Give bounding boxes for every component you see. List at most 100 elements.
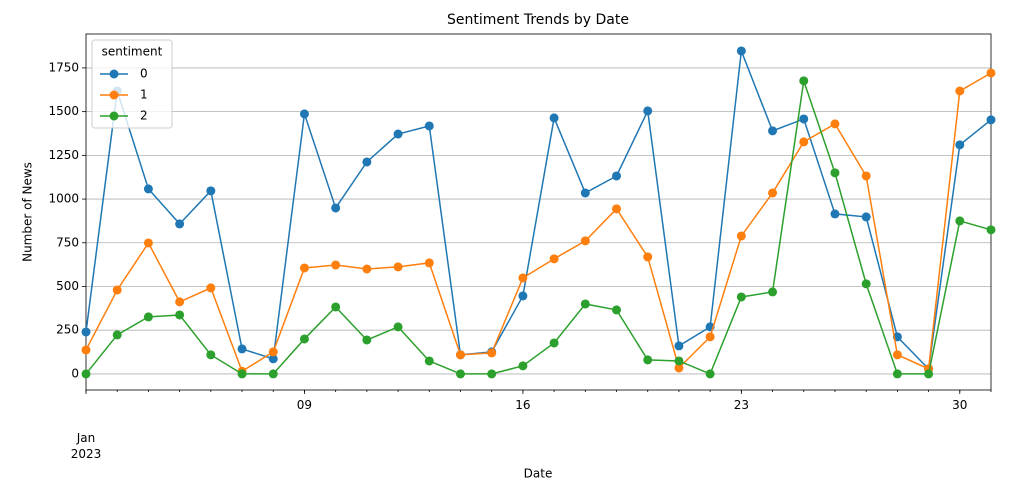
- data-point: [799, 114, 809, 124]
- data-point: [518, 291, 528, 301]
- data-point: [643, 106, 653, 116]
- data-point: [175, 297, 185, 307]
- data-point: [424, 356, 434, 366]
- data-point: [237, 369, 247, 379]
- x-tick-label: Jan 2023: [71, 431, 102, 461]
- data-point: [580, 236, 590, 246]
- data-point: [580, 299, 590, 309]
- data-point: [143, 184, 153, 194]
- x-tick-label-line: 2023: [71, 447, 102, 461]
- data-point: [830, 119, 840, 129]
- data-point: [143, 238, 153, 248]
- data-point: [393, 129, 403, 139]
- legend-label: 2: [140, 109, 148, 123]
- data-point: [736, 46, 746, 56]
- data-point: [705, 369, 715, 379]
- data-point: [768, 188, 778, 198]
- data-point: [799, 137, 809, 147]
- data-point: [674, 363, 684, 373]
- legend-box: [91, 39, 173, 129]
- data-point: [237, 344, 247, 354]
- data-point: [736, 292, 746, 302]
- data-point: [549, 254, 559, 264]
- y-tick-label: 1500: [48, 104, 79, 118]
- y-tick-label: 750: [56, 235, 79, 249]
- y-axis-label: Number of News: [21, 162, 35, 262]
- y-tick-label: 250: [56, 323, 79, 337]
- data-point: [206, 283, 216, 293]
- data-point: [643, 252, 653, 262]
- x-tick-label: 30: [952, 398, 967, 412]
- data-point: [830, 168, 840, 178]
- data-point: [393, 322, 403, 332]
- chart-title: Sentiment Trends by Date: [447, 12, 629, 28]
- legend-marker: [109, 69, 119, 79]
- y-tick-label: 1250: [48, 148, 79, 162]
- data-point: [518, 361, 528, 371]
- data-point: [768, 287, 778, 297]
- legend-title: sentiment: [102, 45, 163, 59]
- data-point: [268, 354, 278, 364]
- x-tick-label: 23: [734, 398, 749, 412]
- data-point: [487, 369, 497, 379]
- data-point: [736, 231, 746, 241]
- x-tick-label: 09: [297, 398, 312, 412]
- data-point: [331, 302, 341, 312]
- data-point: [612, 171, 622, 181]
- data-point: [81, 327, 91, 337]
- data-point: [206, 350, 216, 360]
- y-tick-label: 500: [56, 279, 79, 293]
- data-point: [861, 171, 871, 181]
- data-point: [549, 113, 559, 123]
- data-point: [580, 188, 590, 198]
- data-point: [81, 345, 91, 355]
- x-tick-label-line: 16: [515, 398, 530, 412]
- data-point: [112, 330, 122, 340]
- data-point: [705, 332, 715, 342]
- data-point: [986, 225, 996, 235]
- data-point: [81, 369, 91, 379]
- x-axis-label: Date: [524, 467, 553, 481]
- x-tick-label-line: 09: [297, 398, 312, 412]
- data-point: [643, 355, 653, 365]
- data-point: [331, 203, 341, 213]
- series-line: [85, 72, 992, 373]
- data-point: [362, 335, 372, 345]
- data-point: [986, 115, 996, 125]
- data-point: [175, 310, 185, 320]
- legend-label: 0: [140, 67, 148, 81]
- y-tick-label: 0: [71, 366, 79, 380]
- data-point: [112, 285, 122, 295]
- data-point: [674, 356, 684, 366]
- data-point: [861, 212, 871, 222]
- data-point: [424, 121, 434, 131]
- data-point: [955, 216, 965, 226]
- data-point: [924, 369, 934, 379]
- data-point: [362, 157, 372, 167]
- x-tick-label: 16: [515, 398, 530, 412]
- x-tick-label-line: Jan: [76, 431, 96, 445]
- data-point: [674, 341, 684, 351]
- data-point: [986, 68, 996, 78]
- data-point: [331, 260, 341, 270]
- data-point: [892, 369, 902, 379]
- data-point: [206, 186, 216, 196]
- data-point: [830, 209, 840, 219]
- data-point: [143, 312, 153, 322]
- data-point: [299, 334, 309, 344]
- data-point: [299, 109, 309, 119]
- data-point: [955, 140, 965, 150]
- plot-frame: [85, 33, 992, 391]
- y-tick-label: 1750: [48, 60, 79, 74]
- legend-label: 1: [140, 88, 148, 102]
- data-point: [955, 86, 965, 96]
- data-point: [518, 273, 528, 283]
- data-point: [612, 305, 622, 315]
- data-point: [268, 347, 278, 357]
- data-point: [768, 126, 778, 136]
- data-point: [393, 262, 403, 272]
- data-point: [861, 279, 871, 289]
- data-point: [175, 219, 185, 229]
- data-point: [487, 348, 497, 358]
